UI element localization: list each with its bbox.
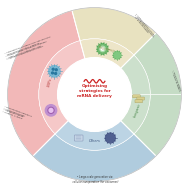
Circle shape: [49, 66, 60, 77]
Circle shape: [55, 69, 57, 71]
Circle shape: [105, 133, 115, 143]
Wedge shape: [55, 121, 134, 150]
Wedge shape: [121, 55, 150, 94]
FancyBboxPatch shape: [133, 95, 140, 98]
Text: • Encapsulation efficiency
• Controlled release
• Targeting ligands
• Stability : • Encapsulation efficiency • Controlled …: [2, 106, 32, 122]
Text: Polymeric: Polymeric: [98, 46, 115, 54]
Circle shape: [55, 73, 57, 74]
Circle shape: [58, 58, 131, 131]
Wedge shape: [33, 134, 156, 181]
Text: Optimising
strategies for
mRNA delivery: Optimising strategies for mRNA delivery: [77, 84, 112, 98]
FancyBboxPatch shape: [137, 97, 144, 100]
Text: • Composition: ionizable lipid, phospholipid
  and cholesterol ratio, additives
: • Composition: ionizable lipid, phosphol…: [5, 36, 53, 60]
Text: Inorganic: Inorganic: [134, 103, 143, 118]
FancyBboxPatch shape: [135, 100, 143, 103]
Wedge shape: [80, 39, 134, 68]
Circle shape: [101, 48, 104, 50]
Text: • Modifying surface
• Affinity to targets: • Modifying surface • Affinity to target…: [171, 70, 181, 91]
Wedge shape: [8, 11, 80, 156]
Circle shape: [100, 46, 105, 52]
Circle shape: [52, 68, 54, 70]
Wedge shape: [121, 94, 150, 134]
Circle shape: [49, 108, 53, 112]
Wedge shape: [72, 8, 156, 55]
Wedge shape: [39, 41, 85, 134]
Circle shape: [48, 107, 54, 113]
Circle shape: [52, 72, 53, 74]
Text: • Large-scale generation via
  cellular nanoporation (for exosomes): • Large-scale generation via cellular na…: [71, 175, 118, 184]
Text: • Shield positive charge
• Introducing symmetric
  or hydrophobicity: • Shield positive charge • Introducing s…: [133, 13, 155, 38]
FancyBboxPatch shape: [74, 135, 83, 141]
Wedge shape: [134, 94, 181, 156]
Circle shape: [45, 105, 57, 116]
Circle shape: [97, 44, 108, 54]
Text: Others: Others: [89, 139, 100, 143]
Text: LNPs: LNPs: [47, 77, 53, 88]
Circle shape: [113, 51, 121, 59]
Wedge shape: [134, 33, 181, 94]
